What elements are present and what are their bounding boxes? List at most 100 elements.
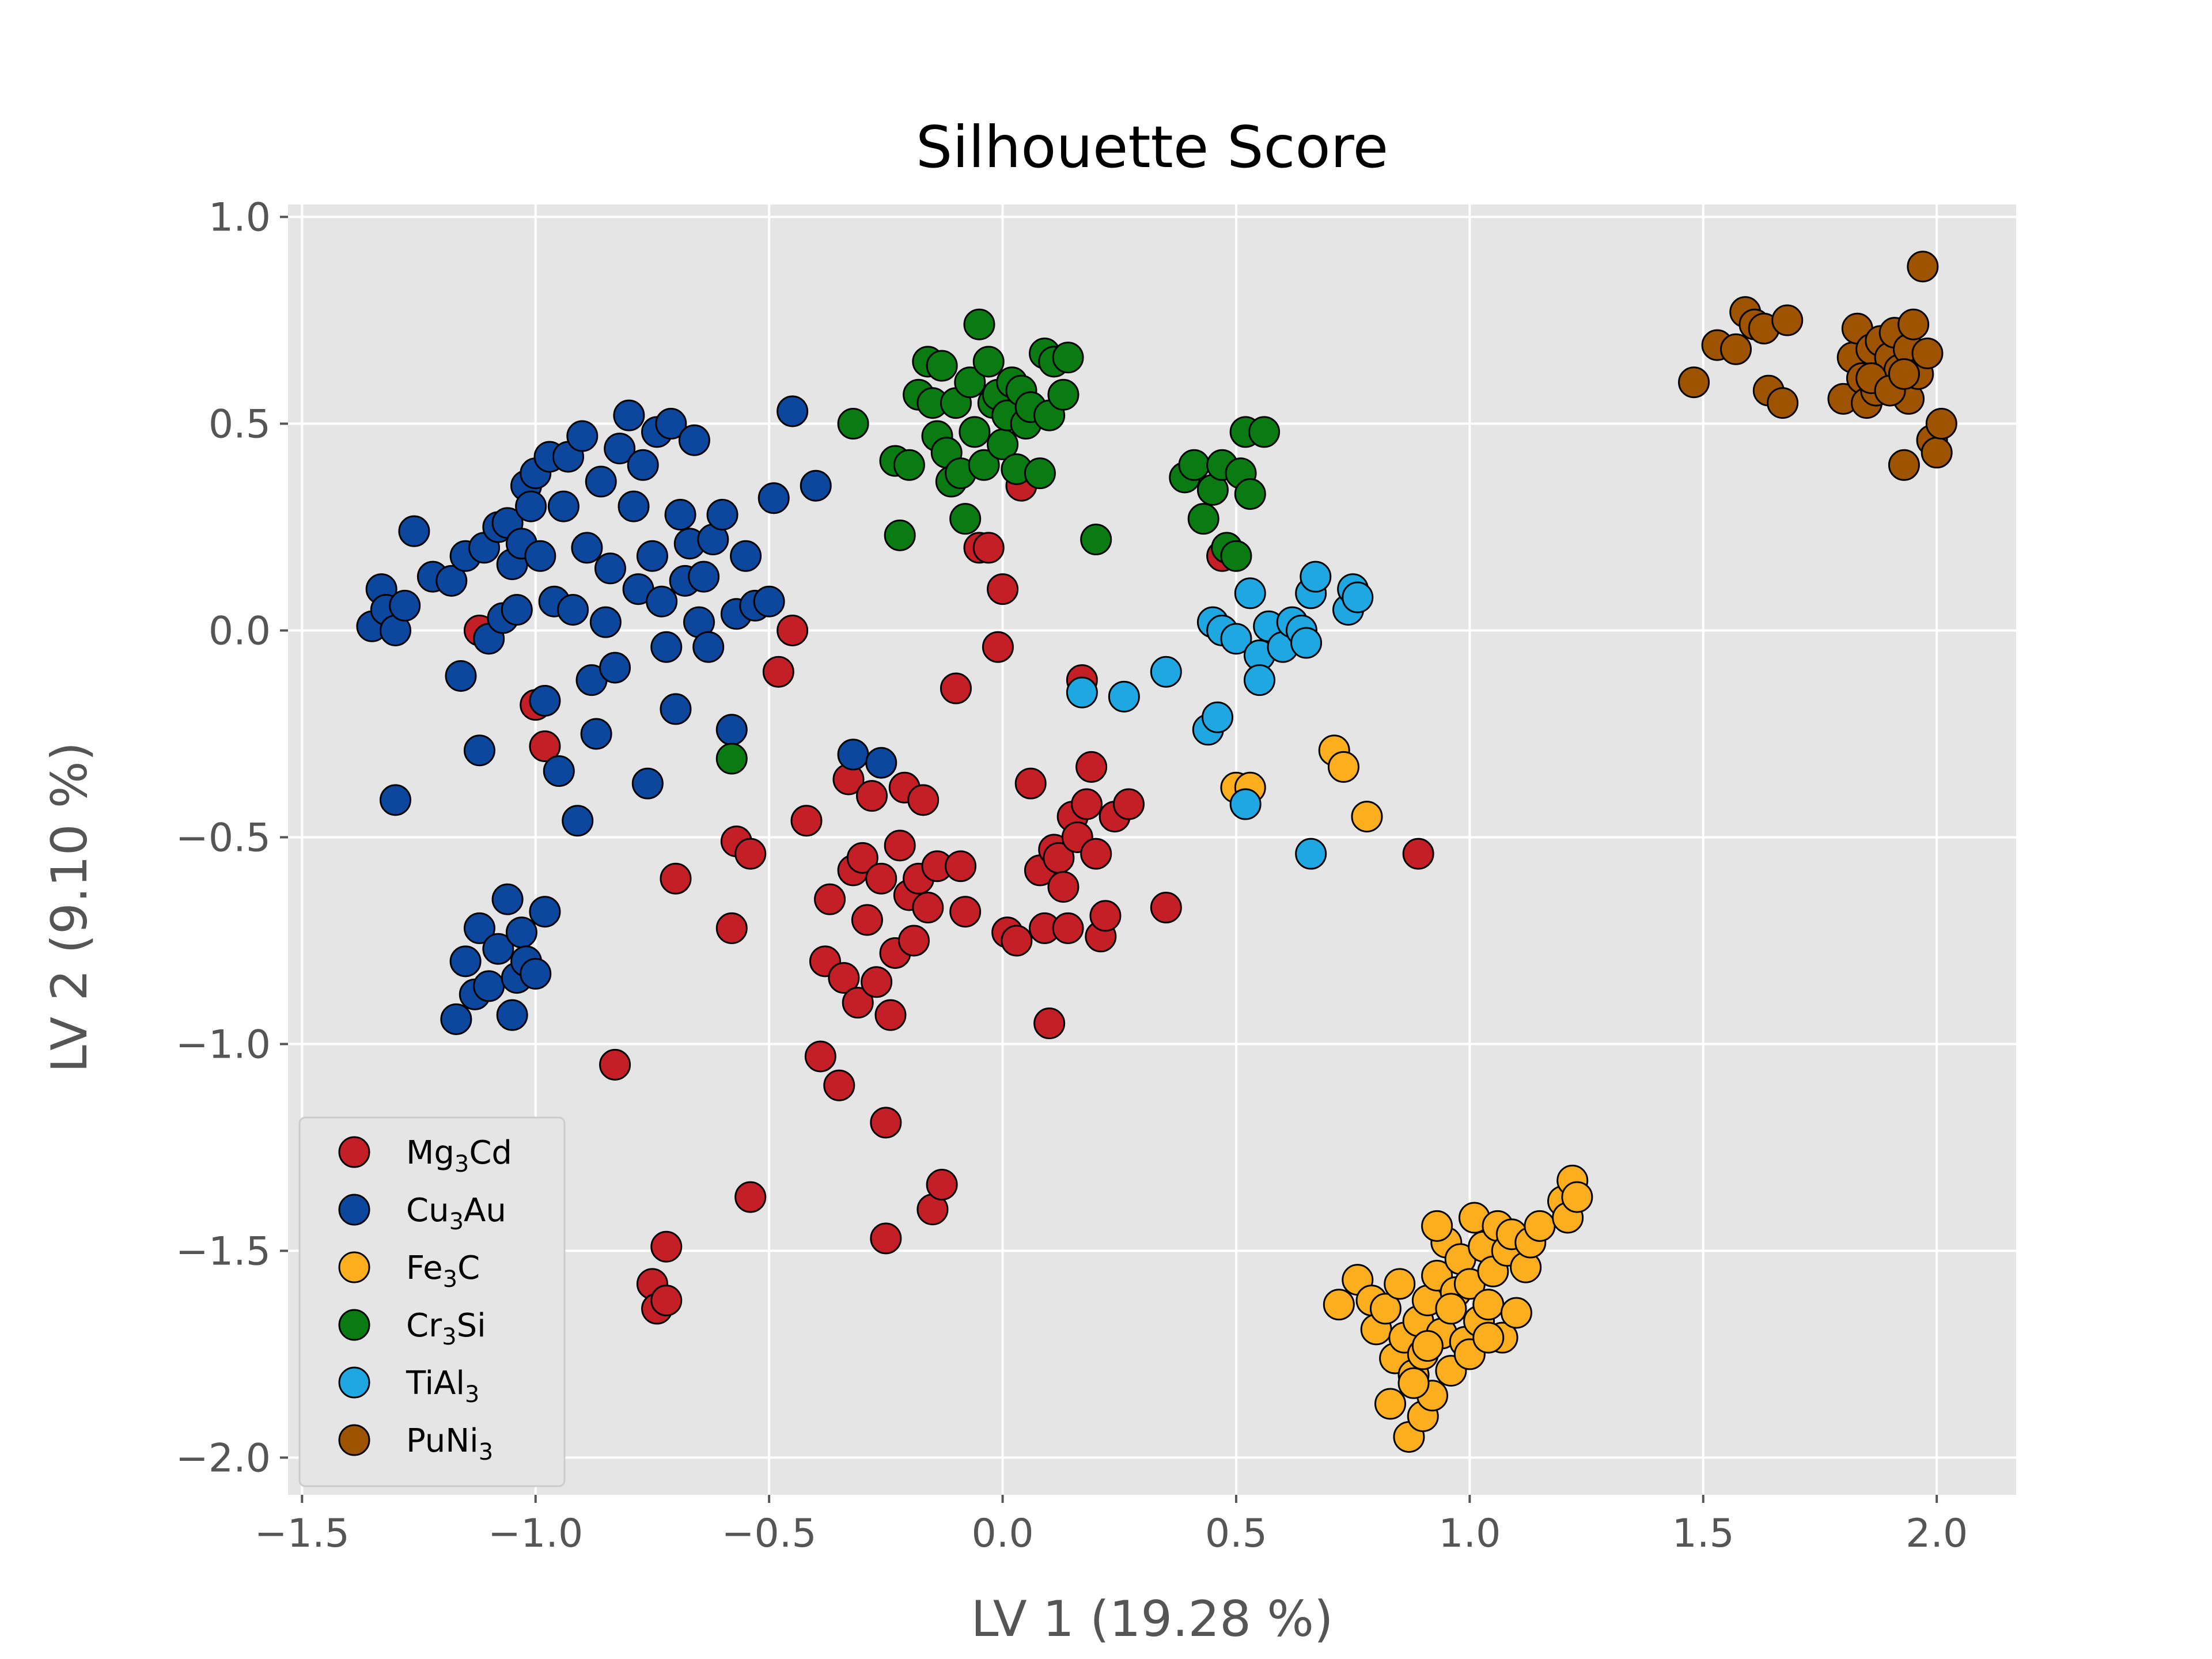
data-point xyxy=(1052,912,1084,944)
legend: Mg3Cd Cu3Au Fe3C Cr3Si TiAl3 PuNi3 xyxy=(298,1116,566,1487)
data-point xyxy=(501,594,533,626)
data-point xyxy=(473,970,505,1002)
data-point xyxy=(1001,925,1033,957)
data-point xyxy=(599,652,631,684)
data-point xyxy=(1897,308,1930,340)
data-point xyxy=(968,449,1000,481)
x-tick-label: 2.0 xyxy=(1906,1511,1968,1556)
legend-label: Fe3C xyxy=(406,1249,480,1293)
legend-label: Mg3Cd xyxy=(406,1134,512,1177)
x-tick-label: 0.5 xyxy=(1205,1511,1267,1556)
series-Mg3Cd xyxy=(463,469,1434,1325)
data-point xyxy=(1066,676,1098,709)
data-point xyxy=(1075,751,1108,783)
data-point xyxy=(655,408,687,440)
data-point xyxy=(897,925,930,957)
data-point xyxy=(650,1285,683,1317)
data-point xyxy=(1047,378,1080,411)
data-point xyxy=(505,916,537,949)
legend-marker xyxy=(338,1424,370,1456)
data-point xyxy=(1327,751,1359,783)
data-point xyxy=(846,842,878,874)
data-point xyxy=(585,465,617,498)
data-point xyxy=(959,416,991,448)
data-point xyxy=(1112,788,1145,820)
data-point xyxy=(1369,1293,1402,1325)
data-point xyxy=(1234,577,1266,609)
data-point xyxy=(1295,838,1327,870)
data-point xyxy=(861,966,893,998)
series-TiAl3 xyxy=(1066,560,1374,870)
data-point xyxy=(1080,838,1112,870)
data-point xyxy=(790,805,823,837)
data-point xyxy=(715,912,748,944)
data-point xyxy=(837,738,869,771)
data-point xyxy=(870,1107,902,1139)
data-point xyxy=(482,933,514,965)
data-point xyxy=(800,469,832,502)
data-point xyxy=(715,743,748,775)
data-point xyxy=(618,490,650,522)
data-point xyxy=(529,896,561,928)
data-point xyxy=(398,515,430,547)
legend-label: TiAl3 xyxy=(406,1365,479,1408)
data-point xyxy=(1351,801,1383,833)
data-point xyxy=(1300,560,1332,593)
data-point xyxy=(543,755,575,787)
data-point xyxy=(1047,871,1080,903)
data-point xyxy=(884,830,916,862)
data-point xyxy=(524,540,556,572)
y-tick-label: 0.5 xyxy=(209,402,271,448)
data-point xyxy=(1323,1289,1355,1321)
data-point xyxy=(1080,524,1112,556)
data-point xyxy=(963,308,995,340)
legend-marker xyxy=(338,1136,370,1168)
data-point xyxy=(599,1048,631,1081)
data-point xyxy=(851,904,883,936)
data-point xyxy=(650,1230,683,1263)
data-point xyxy=(1052,342,1084,374)
data-point xyxy=(1187,503,1219,535)
y-tick-label: −1.5 xyxy=(176,1229,271,1274)
data-point xyxy=(1888,449,1920,481)
data-point xyxy=(613,399,645,431)
data-point xyxy=(1024,457,1056,490)
data-point xyxy=(547,490,579,522)
data-point xyxy=(589,606,622,638)
data-point xyxy=(1374,1388,1407,1420)
data-point xyxy=(856,780,888,812)
x-tick-label: −0.5 xyxy=(722,1511,817,1556)
data-point xyxy=(1524,1210,1556,1242)
data-point xyxy=(678,424,710,456)
data-point xyxy=(865,862,897,895)
series-Fe3C xyxy=(1220,734,1593,1453)
data-point xyxy=(884,519,916,551)
data-point xyxy=(1561,1181,1593,1213)
data-point xyxy=(491,883,524,915)
data-point xyxy=(445,660,477,692)
data-point xyxy=(893,449,925,481)
x-tick-label: −1.0 xyxy=(488,1511,583,1556)
legend-marker xyxy=(338,1251,370,1283)
x-tick-label: −1.5 xyxy=(255,1511,350,1556)
x-tick-label: 1.5 xyxy=(1672,1511,1734,1556)
data-point xyxy=(823,1069,855,1101)
data-point xyxy=(688,560,720,593)
data-point xyxy=(912,892,944,924)
data-point xyxy=(1397,1367,1430,1399)
legend-marker xyxy=(338,1366,370,1399)
data-point xyxy=(715,714,748,746)
data-point xyxy=(594,552,626,585)
data-point xyxy=(706,498,738,531)
data-point xyxy=(1089,900,1122,932)
data-point xyxy=(449,945,482,978)
data-point xyxy=(1435,1293,1467,1325)
data-point xyxy=(1178,449,1210,481)
data-point xyxy=(529,730,561,763)
data-point xyxy=(1921,437,1953,469)
data-point xyxy=(636,540,668,572)
data-point xyxy=(1472,1321,1505,1354)
x-axis-label: LV 1 (19.28 %) xyxy=(971,1590,1333,1648)
data-point xyxy=(1243,664,1275,696)
data-point xyxy=(1907,251,1939,283)
